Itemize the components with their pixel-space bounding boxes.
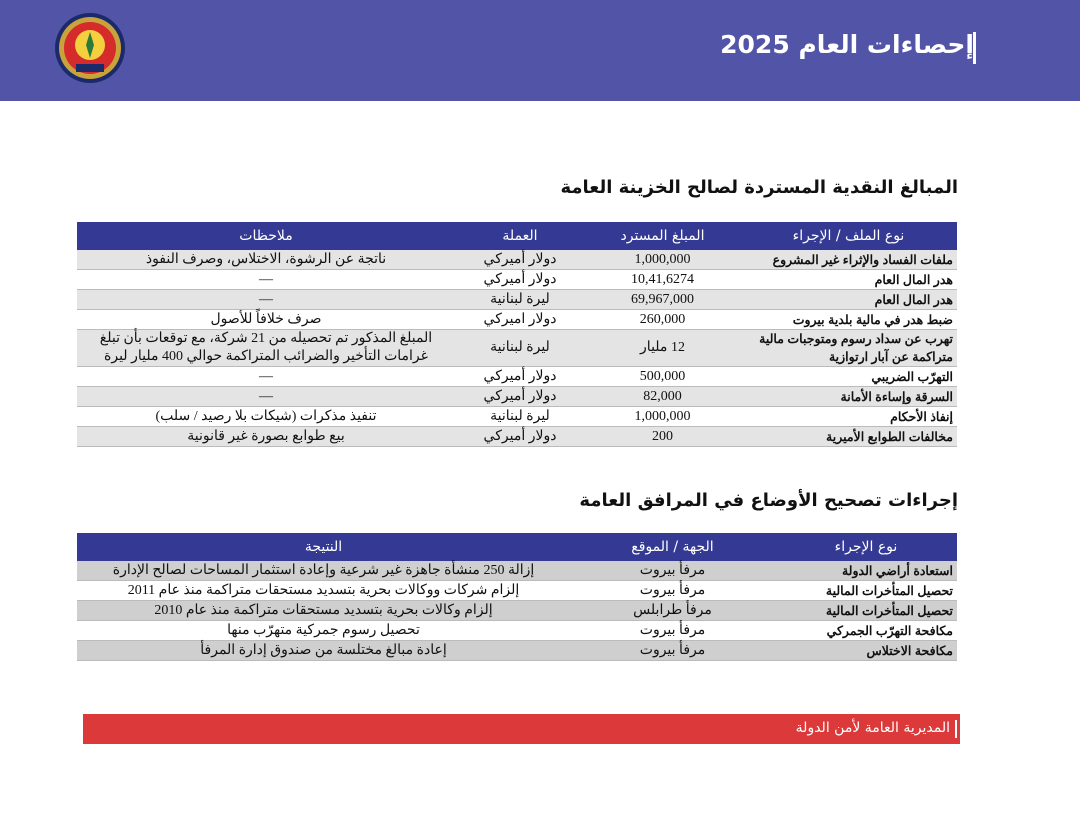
table-cell: 1,000,000 — [585, 250, 740, 270]
table-cell: ليرة لبنانية — [455, 406, 585, 427]
table-cell: إزالة 250 منشأة جاهزة غير شرعية وإعادة ا… — [77, 561, 570, 581]
page-title: إحصاءات العام 2025 — [720, 30, 974, 59]
table-cell: مرفأ بيروت — [570, 580, 775, 601]
table-cell: مكافحة الاختلاس — [775, 640, 957, 661]
table-cell: المبلغ المذكور تم تحصيله من 21 شركة، مع … — [77, 329, 455, 367]
table-cell: مكافحة التهرّب الجمركي — [775, 620, 957, 641]
corrective-actions-table: نوع الإجراء الجهة / الموقع النتيجة استعادة… — [77, 533, 957, 661]
table-cell: دولار أميركي — [455, 386, 585, 407]
table-cell: إلزام شركات ووكالات بحرية بتسديد مستحقات… — [77, 580, 570, 601]
footer-divider — [955, 720, 957, 738]
table-cell: استعادة أراضي الدولة — [775, 561, 957, 581]
table-cell: إعادة مبالغ مختلسة من صندوق إدارة المرفأ — [77, 640, 570, 661]
table-cell: ضبط هدر في مالية بلدية بيروت — [740, 309, 957, 330]
section-title-corrective-actions: إجراءات تصحيح الأوضاع في المرافق العامة — [579, 490, 958, 511]
table-row: ضبط هدر في مالية بلدية بيروت 260,000 دولار… — [77, 309, 957, 330]
table-row: هدر المال العام 69,967,000 ليرة لبنانية — — [77, 289, 957, 310]
table-row: استعادة أراضي الدولة مرفأ بيروت إزالة 250 … — [77, 561, 957, 581]
table-row: تحصيل المتأخرات المالية مرفأ طرابلس إلزام … — [77, 600, 957, 621]
table-cell: ملفات الفساد والإثراء غير المشروع — [740, 250, 957, 270]
table-cell: صرف خلافاً للأصول — [77, 309, 455, 330]
table-cell: دولار أميركي — [455, 250, 585, 270]
table-cell: 200 — [585, 426, 740, 447]
table-cell: تحصيل المتأخرات المالية — [775, 580, 957, 601]
table-cell: ليرة لبنانية — [455, 289, 585, 310]
table-row: إنفاذ الأحكام 1,000,000 ليرة لبنانية تنفيذ … — [77, 406, 957, 427]
section-title-recovered-funds: المبالغ النقدية المستردة لصالح الخزينة ا… — [560, 177, 958, 198]
table-cell: مرفأ طرابلس — [570, 600, 775, 621]
table-cell: هدر المال العام — [740, 269, 957, 290]
table-cell: تنفيذ مذكرات (شيكات بلا رصيد / سلب) — [77, 406, 455, 427]
table-cell: دولار أميركي — [455, 269, 585, 290]
table-cell: ليرة لبنانية — [455, 329, 585, 367]
table-cell: تحصيل المتأخرات المالية — [775, 600, 957, 621]
table-cell: — — [77, 386, 455, 407]
table-cell: 12 مليار — [585, 329, 740, 367]
table-row: التهرّب الضريبي 500,000 دولار أميركي — — [77, 366, 957, 387]
table-cell: تحصيل رسوم جمركية متهرّب منها — [77, 620, 570, 641]
table-row: مكافحة الاختلاس مرفأ بيروت إعادة مبالغ مخت… — [77, 640, 957, 661]
table-cell: 69,967,000 — [585, 289, 740, 310]
table-cell: 260,000 — [585, 309, 740, 330]
footer-text: المديرية العامة لأمن الدولة — [795, 720, 950, 736]
table-cell: مرفأ بيروت — [570, 640, 775, 661]
table-cell: مخالفات الطوابع الأميرية — [740, 426, 957, 447]
table-cell: التهرّب الضريبي — [740, 366, 957, 387]
header-band: إحصاءات العام 2025 — [0, 0, 1080, 101]
column-header: العملة — [455, 222, 585, 250]
title-divider — [973, 32, 976, 64]
table-cell: السرقة وإساءة الأمانة — [740, 386, 957, 407]
table-cell: 82,000 — [585, 386, 740, 407]
table-cell: بيع طوابع بصورة غير قانونية — [77, 426, 455, 447]
column-header: المبلغ المسترد — [585, 222, 740, 250]
table-cell: تهرب عن سداد رسوم ومتوجبات مالية متراكمة… — [740, 329, 957, 367]
table-row: هدر المال العام 10,41,6274 دولار أميركي — — [77, 269, 957, 290]
recovered-funds-table: نوع الملف / الإجراء المبلغ المسترد العملة م… — [77, 222, 957, 447]
table-cell: هدر المال العام — [740, 289, 957, 310]
state-security-emblem-logo — [55, 13, 125, 83]
table-row: مكافحة التهرّب الجمركي مرفأ بيروت تحصيل رس… — [77, 620, 957, 641]
table-row: مخالفات الطوابع الأميرية 200 دولار أميركي ب… — [77, 426, 957, 447]
table-row: ملفات الفساد والإثراء غير المشروع 1,000,0… — [77, 250, 957, 270]
table-row: تحصيل المتأخرات المالية مرفأ بيروت إلزام ش… — [77, 580, 957, 601]
table-cell: ناتجة عن الرشوة، الاختلاس، وصرف النفوذ — [77, 250, 455, 270]
table-row: السرقة وإساءة الأمانة 82,000 دولار أميركي — — [77, 386, 957, 407]
table-cell: مرفأ بيروت — [570, 620, 775, 641]
footer-band: المديرية العامة لأمن الدولة — [83, 714, 960, 744]
table-cell: إنفاذ الأحكام — [740, 406, 957, 427]
column-header: نوع الملف / الإجراء — [740, 222, 957, 250]
table-cell: دولار اميركي — [455, 309, 585, 330]
column-header: الجهة / الموقع — [570, 533, 775, 561]
table-cell: دولار أميركي — [455, 366, 585, 387]
table-cell: مرفأ بيروت — [570, 561, 775, 581]
table-cell: — — [77, 366, 455, 387]
table-cell: — — [77, 289, 455, 310]
table-cell: إلزام وكالات بحرية بتسديد مستحقات متراكم… — [77, 600, 570, 621]
column-header: ملاحظات — [77, 222, 455, 250]
table-row: تهرب عن سداد رسوم ومتوجبات مالية متراكمة… — [77, 329, 957, 367]
table-cell: 1,000,000 — [585, 406, 740, 427]
table-cell: 500,000 — [585, 366, 740, 387]
table-cell: — — [77, 269, 455, 290]
table-cell: 10,41,6274 — [585, 269, 740, 290]
column-header: النتيجة — [77, 533, 570, 561]
column-header: نوع الإجراء — [775, 533, 957, 561]
table-cell: دولار أميركي — [455, 426, 585, 447]
